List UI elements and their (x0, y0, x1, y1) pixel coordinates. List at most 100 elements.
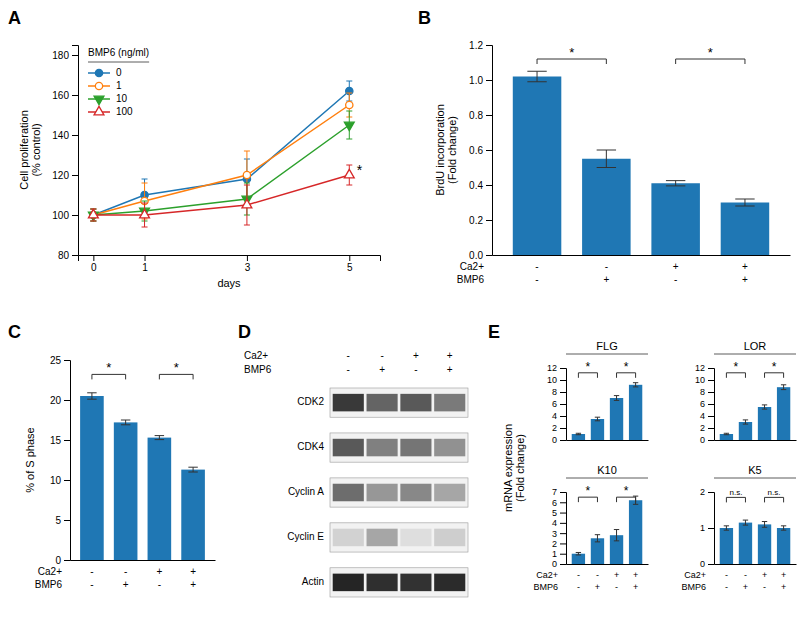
y-tick-label: 0.6 (469, 145, 483, 156)
panel-letter: A (8, 8, 21, 28)
y-tick-label: 1.2 (469, 40, 483, 51)
subplot-title-rule (566, 354, 648, 355)
blot-row-label: CDK4 (297, 441, 324, 452)
y-tick-line (72, 255, 78, 256)
row-label: - (124, 566, 127, 577)
significance-label: * (624, 484, 629, 498)
row-label: + (603, 274, 609, 285)
annotation: * (357, 162, 363, 178)
blot-band (400, 394, 431, 412)
row-label: - (763, 582, 766, 592)
y-tick: 12 (695, 363, 714, 373)
row-label: + (743, 582, 748, 592)
y-tick: 0.6 (469, 145, 492, 156)
row-label: + (447, 364, 453, 375)
point (346, 101, 353, 108)
y-axis-line (560, 369, 567, 441)
row-label: - (380, 350, 383, 361)
bar-plot: 024681012**FLG (547, 340, 649, 445)
bar (80, 396, 104, 560)
error-bar (576, 552, 581, 554)
x-axis-line (567, 440, 649, 441)
y-axis: 80100120140160180 (52, 46, 78, 261)
legend-swatch-marker (94, 106, 104, 115)
bar (777, 528, 790, 564)
marks (720, 497, 791, 564)
y-tick-label: 5 (552, 508, 557, 518)
error-bar (724, 433, 729, 434)
subplot-title-rule (566, 478, 648, 479)
significance-bracket (765, 497, 784, 502)
y-tick-label: 3 (552, 529, 557, 539)
y-tick-line (64, 360, 70, 361)
row-label: - (725, 582, 728, 592)
significance-label: * (772, 360, 777, 374)
y-tick: 0.2 (469, 215, 492, 226)
x-axis-line (715, 564, 797, 565)
panel-letter: E (488, 322, 500, 342)
blot-band (333, 439, 364, 457)
point (140, 209, 150, 218)
legend-title: BMP6 (ng/ml) (88, 47, 149, 58)
y-axis: 0.00.20.40.60.81.01.2 (469, 40, 492, 261)
y-axis: 024681012 (695, 363, 715, 445)
row-label: - (577, 570, 580, 580)
bar (572, 434, 585, 440)
y-tick-label: 160 (52, 90, 69, 101)
y-tick-label: 12 (547, 363, 557, 373)
y-tick-line (486, 45, 492, 46)
x-tick-line (349, 255, 350, 261)
y-tick: 15 (50, 435, 70, 446)
error-bar (614, 530, 619, 541)
y-tick-label: 10 (547, 375, 557, 385)
y-tick-label: 1 (700, 523, 705, 533)
significance-label: * (624, 360, 629, 374)
row-label: + (447, 350, 453, 361)
blot-plot: Ca2+--++BMP6-+-+CDK2CDK4Cyclin ACyclin E… (244, 350, 468, 597)
y-tick: 0.0 (469, 250, 492, 261)
y-tick-label: 0.2 (469, 215, 483, 226)
row-label: + (156, 566, 162, 577)
row-label: - (90, 579, 93, 590)
y-tick-line (560, 502, 566, 503)
row-label: - (605, 261, 608, 272)
y-tick-label: 0 (552, 435, 557, 445)
y-tick: 140 (52, 130, 78, 141)
y-tick-label: 120 (52, 170, 69, 181)
y-tick-line (708, 404, 714, 405)
y-axis-title-line: (Fold change) (514, 434, 526, 502)
blot-band (400, 439, 431, 457)
y-tick-label: 8 (552, 387, 557, 397)
error-bar (735, 199, 754, 206)
error-bar (614, 396, 619, 401)
row-label: + (742, 274, 748, 285)
row-label: - (725, 570, 728, 580)
y-tick: 180 (52, 50, 78, 61)
y-tick-label: 15 (50, 435, 62, 446)
series-line (93, 105, 349, 215)
y-tick: 2 (552, 423, 566, 433)
y-tick-line (708, 368, 714, 369)
bar (758, 524, 771, 564)
y-tick: 2 (700, 423, 714, 433)
y-tick-label: 100 (52, 210, 69, 221)
subplot-title: K5 (748, 464, 761, 476)
y-tick: 2 (700, 487, 714, 497)
y-tick: 10 (547, 375, 566, 385)
legend-item: 1 (88, 80, 122, 91)
bar (513, 77, 562, 256)
bar (591, 419, 604, 440)
error-bar (576, 433, 581, 434)
x-axis-line (567, 564, 649, 565)
blot-band (333, 574, 364, 592)
error-bar (595, 417, 600, 421)
blot-row-label: Actin (302, 576, 324, 587)
marks (572, 496, 643, 564)
y-tick: 1 (700, 523, 714, 533)
x-tick-line (93, 255, 94, 261)
y-tick-line (560, 533, 566, 534)
y-tick-line (708, 492, 714, 493)
significance-label: * (586, 360, 591, 374)
y-tick-line (486, 220, 492, 221)
error-bar (188, 467, 197, 472)
